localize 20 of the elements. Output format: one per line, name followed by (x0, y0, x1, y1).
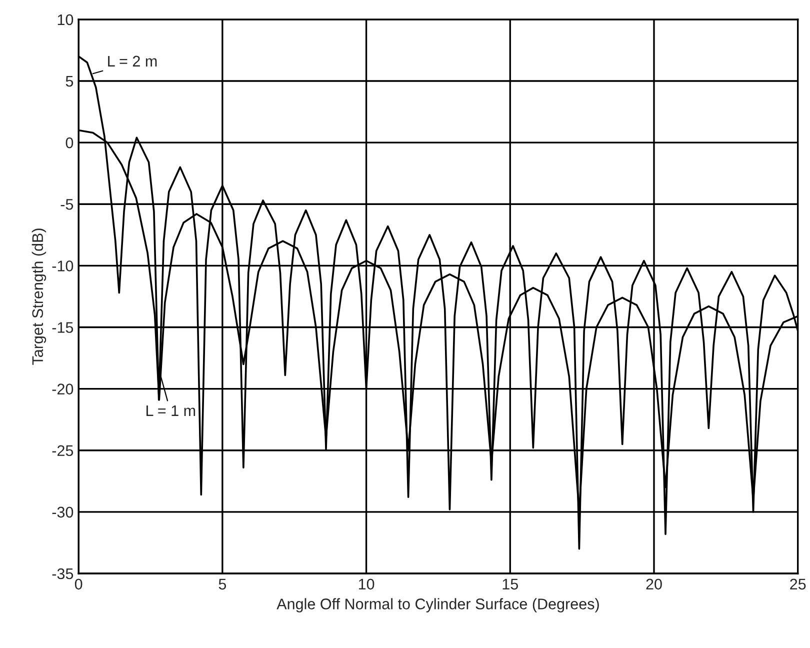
x-axis-title: Angle Off Normal to Cylinder Surface (Degrees) (276, 598, 599, 612)
y-tick-label: 0 (66, 137, 74, 148)
x-tick-label: 10 (358, 578, 374, 590)
y-tick-label: -5 (60, 199, 74, 210)
y-tick-label: -30 (52, 506, 74, 518)
y-axis-title: Target Strength (dB) (32, 228, 46, 365)
x-tick-label: 25 (790, 578, 806, 590)
x-tick-label: 15 (502, 578, 518, 590)
y-tick-label: -20 (52, 384, 74, 394)
y-tick-label: -10 (52, 260, 74, 272)
annotation: L = 2 m (108, 56, 157, 66)
y-tick-label: -15 (52, 322, 74, 333)
x-tick-label: 5 (218, 578, 226, 590)
y-tick-label: -25 (52, 445, 74, 456)
y-tick-label: -35 (52, 568, 74, 580)
annotation: L = 1 m (146, 405, 196, 416)
x-tick-label: 20 (646, 578, 662, 590)
y-tick-label: 5 (66, 76, 74, 87)
y-tick-label: 10 (58, 14, 74, 26)
x-tick-label: 0 (74, 578, 82, 590)
